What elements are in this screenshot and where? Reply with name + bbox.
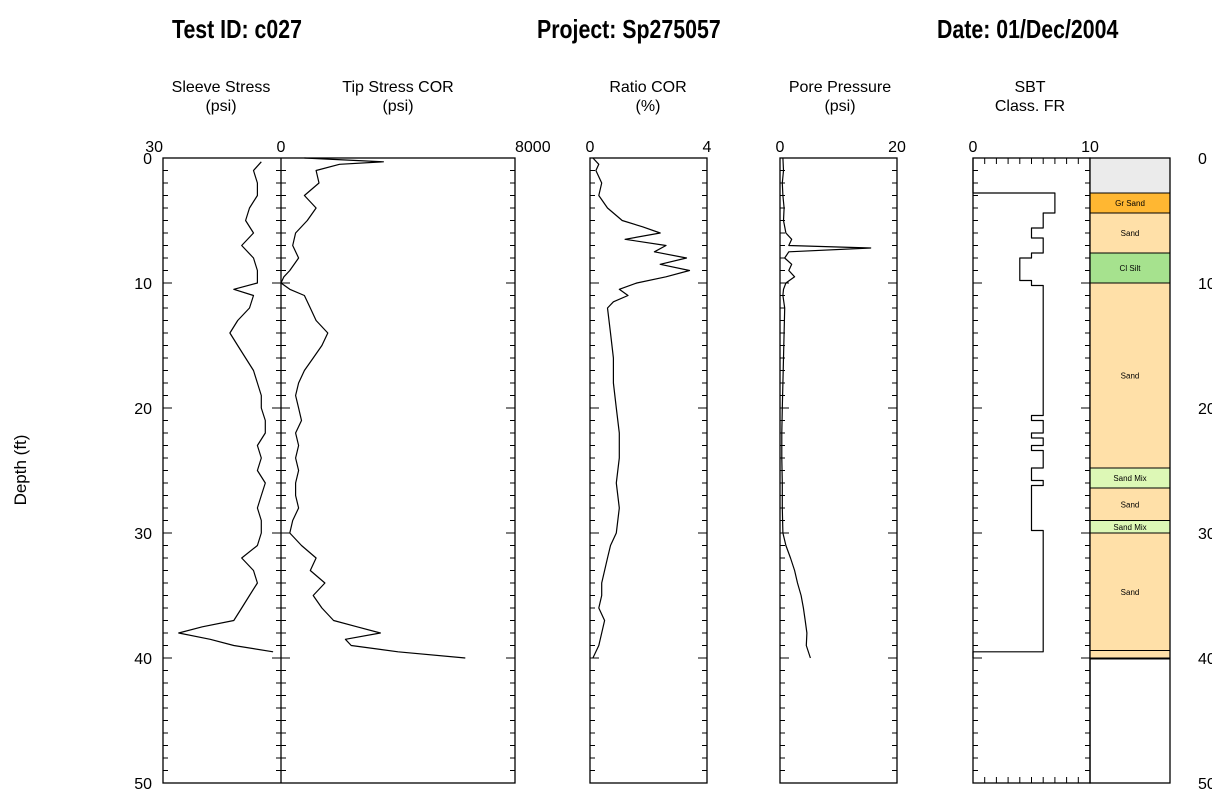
soil-layer-label: Sand Mix bbox=[1113, 474, 1146, 483]
depth-tick-label-right: 50 bbox=[1198, 776, 1212, 789]
sbt-xtick-label: 0 bbox=[969, 139, 978, 156]
sleeve-title: Sleeve Stress bbox=[172, 79, 271, 96]
soil-layer bbox=[1089, 157, 1171, 194]
tip-title: Tip Stress COR bbox=[342, 79, 453, 96]
soil-layer-label: Sand bbox=[1121, 229, 1140, 238]
sleeve-unit: (psi) bbox=[205, 98, 236, 115]
depth-tick-label-left: 40 bbox=[134, 651, 152, 668]
soil-layer bbox=[1089, 532, 1171, 651]
tip-curve bbox=[280, 157, 466, 659]
tip-xtick-label: 8000 bbox=[515, 139, 551, 156]
depth-tick-label-right: 10 bbox=[1198, 276, 1212, 293]
soil-layer-label: Cl Silt bbox=[1120, 264, 1142, 273]
soil-layer-label: Sand bbox=[1121, 588, 1140, 597]
depth-tick-label-right: 0 bbox=[1198, 151, 1207, 168]
soil-layer bbox=[1089, 252, 1171, 284]
pore-xtick-label: 0 bbox=[776, 139, 785, 156]
depth-tick-label-left: 30 bbox=[134, 526, 152, 543]
depth-tick-label-left: 20 bbox=[134, 401, 152, 418]
soil-layer-label: Sand bbox=[1121, 500, 1140, 509]
sleeve-xtick-label: 0 bbox=[277, 139, 286, 156]
depth-tick-label-right: 40 bbox=[1198, 651, 1212, 668]
project-title: Project: Sp275057 bbox=[537, 14, 721, 44]
depth-tick-label-left: 50 bbox=[134, 776, 152, 789]
depth-tick-label-right: 20 bbox=[1198, 401, 1212, 418]
soil-layer bbox=[1089, 650, 1171, 659]
sleeve-curve bbox=[178, 161, 274, 653]
test-id-title: Test ID: c027 bbox=[172, 14, 302, 44]
ratio-unit: (%) bbox=[636, 98, 661, 115]
sbt-title: SBT bbox=[1014, 79, 1045, 96]
ratio-xtick-label: 0 bbox=[586, 139, 595, 156]
depth-axis-title: Depth (ft) bbox=[11, 435, 30, 506]
sbt-unit: Class. FR bbox=[995, 98, 1065, 115]
pore-curve bbox=[781, 157, 872, 659]
ratio-title: Ratio COR bbox=[609, 79, 686, 96]
ratio-xtick-label: 4 bbox=[703, 139, 712, 156]
sbt-xtick-label: 10 bbox=[1081, 139, 1099, 156]
soil-column-frame bbox=[1089, 157, 1171, 784]
pore-unit: (psi) bbox=[824, 98, 855, 115]
sbt-curve bbox=[972, 158, 1056, 658]
pore-xtick-label: 20 bbox=[888, 139, 906, 156]
ratio-curve bbox=[592, 157, 691, 659]
soil-layer-label: Sand bbox=[1121, 372, 1140, 381]
soil-layer-label: Sand Mix bbox=[1113, 523, 1146, 532]
sleeve-xtick-label: 30 bbox=[145, 139, 163, 156]
tip-unit: (psi) bbox=[382, 98, 413, 115]
pore-title: Pore Pressure bbox=[789, 79, 891, 96]
sleeve-frame bbox=[162, 157, 516, 784]
soil-layer-label: Gr Sand bbox=[1115, 199, 1145, 208]
soil-layer bbox=[1089, 282, 1171, 469]
depth-tick-label-left: 10 bbox=[134, 276, 152, 293]
ratio-frame bbox=[589, 157, 708, 784]
depth-tick-label-right: 30 bbox=[1198, 526, 1212, 543]
date-title: Date: 01/Dec/2004 bbox=[937, 14, 1119, 44]
depth-tick-label-left: 0 bbox=[143, 151, 152, 168]
